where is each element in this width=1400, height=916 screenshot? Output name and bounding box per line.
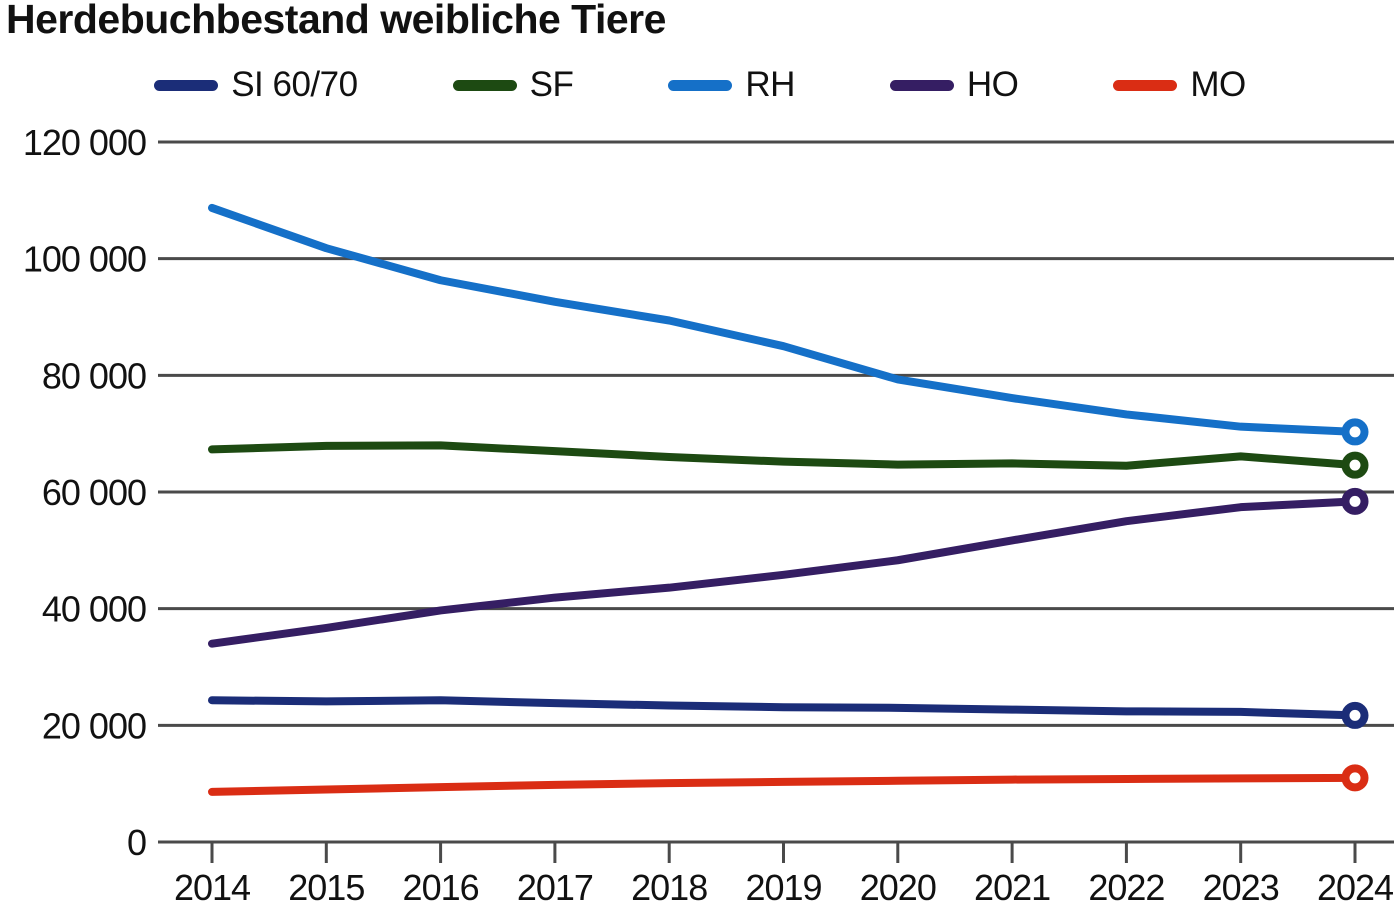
legend-item-mo: MO xyxy=(1113,65,1246,105)
endpoint-marker-sf xyxy=(1341,451,1369,479)
x-tick-label: 2016 xyxy=(403,867,479,908)
x-tick-label: 2023 xyxy=(1203,867,1279,908)
y-tick-label: 80 000 xyxy=(42,355,146,396)
x-tick-label: 2014 xyxy=(174,867,250,908)
legend-label-sf: SF xyxy=(529,65,574,104)
endpoint-marker-mo xyxy=(1341,764,1369,792)
legend-label-rh: RH xyxy=(745,65,795,104)
legend-item-rh: RH xyxy=(668,65,795,105)
y-tick-label: 20 000 xyxy=(42,705,146,746)
y-tick-label: 120 000 xyxy=(23,122,146,163)
series-line-sf xyxy=(208,441,1359,470)
x-tick-label: 2020 xyxy=(860,867,936,908)
series-line-rh xyxy=(208,203,1359,436)
legend-item-si-60-70: SI 60/70 xyxy=(154,65,358,105)
x-tick-label: 2022 xyxy=(1088,867,1164,908)
series-line-ho xyxy=(208,497,1359,648)
y-tick-label: 0 xyxy=(127,822,146,863)
endpoint-marker-si-60-70 xyxy=(1341,701,1369,729)
legend-swatch-ho xyxy=(889,79,954,91)
legend-swatch-sf xyxy=(452,79,517,91)
chart-legend: SI 60/70 SF RH HO MO xyxy=(0,60,1400,110)
series-line-mo xyxy=(208,773,1359,796)
y-tick-label: 40 000 xyxy=(42,589,146,630)
x-tick-label: 2018 xyxy=(631,867,707,908)
legend-label-si-60-70: SI 60/70 xyxy=(231,65,358,104)
endpoint-marker-rh xyxy=(1341,418,1369,446)
x-tick-label: 2017 xyxy=(517,867,593,908)
endpoint-marker-ho xyxy=(1341,487,1369,515)
series-line-si-60-70 xyxy=(208,696,1359,720)
x-tick-label: 2021 xyxy=(974,867,1050,908)
legend-item-ho: HO xyxy=(889,65,1019,105)
chart-title: Herdebuchbestand weibliche Tiere xyxy=(6,0,666,42)
legend-item-sf: SF xyxy=(452,65,574,105)
y-tick-label: 100 000 xyxy=(23,239,146,280)
y-tick-label: 60 000 xyxy=(42,472,146,513)
legend-swatch-si-60-70 xyxy=(154,79,219,91)
legend-swatch-mo xyxy=(1113,79,1178,91)
legend-label-ho: HO xyxy=(966,65,1019,104)
legend-swatch-rh xyxy=(668,79,733,91)
x-tick-label: 2024 xyxy=(1317,867,1393,908)
legend-label-mo: MO xyxy=(1190,65,1246,104)
x-tick-label: 2015 xyxy=(288,867,364,908)
x-tick-label: 2019 xyxy=(745,867,821,908)
